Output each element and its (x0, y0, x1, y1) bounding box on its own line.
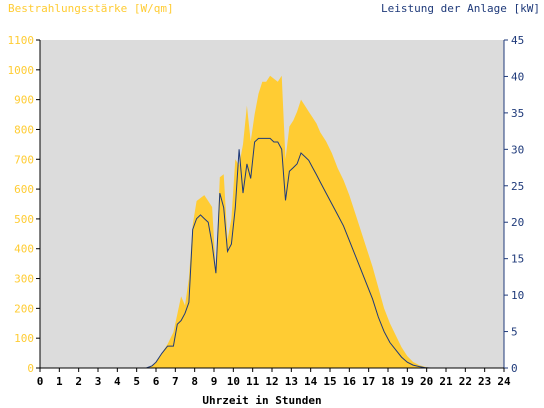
right-axis-title: Leistung der Anlage [kW] (381, 2, 540, 15)
x-tick-label: 1 (56, 375, 63, 388)
left-tick-label: 0 (27, 362, 34, 375)
x-tick-label: 2 (75, 375, 82, 388)
right-tick-label: 0 (511, 362, 518, 375)
right-tick-label: 10 (511, 289, 524, 302)
right-tick-label: 5 (511, 326, 518, 339)
left-tick-label: 300 (14, 273, 34, 286)
x-tick-label: 22 (459, 375, 472, 388)
left-tick-label: 1100 (8, 34, 35, 47)
left-tick-label: 500 (14, 213, 34, 226)
left-tick-label: 800 (14, 123, 34, 136)
x-tick-label: 24 (497, 375, 511, 388)
x-tick-label: 14 (304, 375, 318, 388)
left-tick-label: 700 (14, 153, 34, 166)
left-axis-title: Bestrahlungsstärke [W/qm] (8, 2, 174, 15)
x-tick-label: 10 (227, 375, 240, 388)
x-tick-label: 8 (191, 375, 198, 388)
x-tick-label: 18 (381, 375, 394, 388)
power-line (40, 137, 504, 369)
right-tick-label: 45 (511, 34, 524, 47)
x-tick-label: 16 (343, 375, 357, 388)
x-tick-label: 20 (420, 375, 433, 388)
x-tick-label: 5 (133, 375, 140, 388)
x-tick-label: 12 (265, 375, 278, 388)
right-tick-label: 35 (511, 107, 524, 120)
right-tick-label: 20 (511, 216, 524, 229)
x-tick-label: 7 (172, 375, 179, 388)
x-tick-label: 13 (285, 375, 298, 388)
x-tick-label: 19 (401, 375, 414, 388)
left-tick-label: 100 (14, 332, 34, 345)
x-tick-label: 17 (362, 375, 375, 388)
right-tick-label: 30 (511, 143, 524, 156)
x-tick-label: 0 (37, 375, 44, 388)
left-tick-label: 400 (14, 243, 34, 256)
right-tick-label: 25 (511, 180, 524, 193)
x-tick-label: 9 (211, 375, 218, 388)
x-tick-label: 6 (153, 375, 160, 388)
left-tick-label: 600 (14, 183, 34, 196)
left-tick-label: 200 (14, 302, 34, 315)
left-tick-label: 1000 (8, 64, 35, 77)
x-tick-label: 11 (246, 375, 260, 388)
x-tick-label: 21 (439, 375, 453, 388)
irradiance-area (40, 75, 504, 369)
left-tick-label: 900 (14, 94, 34, 107)
right-tick-label: 15 (511, 253, 524, 266)
x-tick-label: 15 (323, 375, 336, 388)
x-tick-label: 23 (478, 375, 491, 388)
x-tick-label: 3 (95, 375, 102, 388)
right-tick-label: 40 (511, 70, 524, 83)
x-tick-label: 4 (114, 375, 121, 388)
x-axis-label: Uhrzeit in Stunden (202, 394, 321, 407)
